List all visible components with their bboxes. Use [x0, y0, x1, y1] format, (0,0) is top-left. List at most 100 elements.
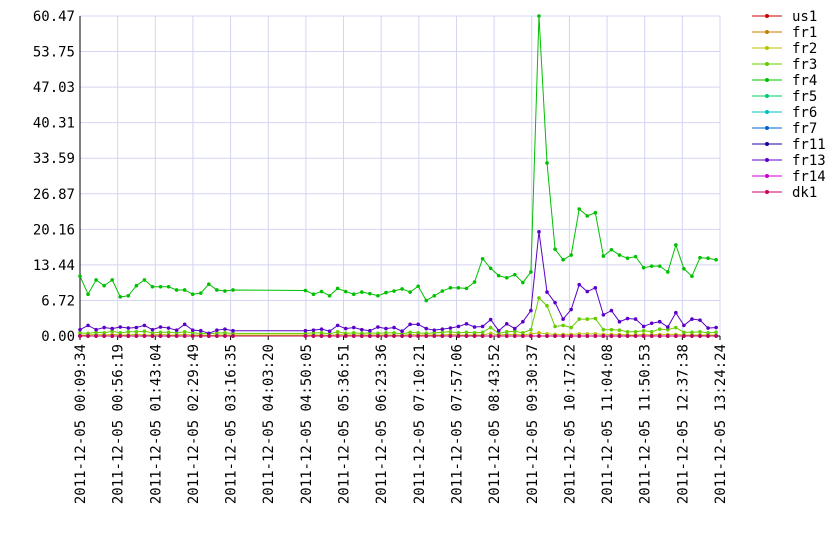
- data-point: [464, 330, 469, 335]
- data-point: [432, 331, 437, 335]
- data-point: [174, 288, 179, 292]
- legend-marker: [765, 142, 769, 146]
- data-point: [182, 288, 187, 292]
- x-tick-label: 2011-12-05 07:57:06: [449, 344, 465, 504]
- data-point: [207, 331, 211, 336]
- data-point: [118, 331, 123, 335]
- data-point: [649, 329, 654, 334]
- data-point: [488, 331, 493, 336]
- data-point: [351, 292, 356, 296]
- data-point: [392, 331, 396, 335]
- data-point: [408, 334, 412, 338]
- data-point: [94, 278, 98, 282]
- legend-label: fr14: [792, 169, 826, 185]
- data-point: [633, 329, 638, 334]
- data-point: [150, 334, 155, 338]
- data-point: [665, 325, 670, 329]
- data-point: [529, 327, 533, 332]
- data-point: [158, 325, 163, 329]
- data-point: [303, 288, 308, 293]
- data-point: [585, 214, 590, 218]
- data-point: [440, 330, 445, 335]
- data-point: [319, 289, 324, 294]
- data-point: [207, 282, 211, 286]
- legend-label: fr13: [792, 153, 826, 169]
- data-point: [78, 327, 82, 332]
- data-point: [134, 283, 139, 288]
- data-point: [496, 331, 501, 336]
- x-tick-label: 2011-12-05 07:10:21: [412, 344, 428, 504]
- data-point: [706, 326, 710, 330]
- data-point: [521, 331, 525, 335]
- data-point: [102, 334, 106, 338]
- data-point: [182, 322, 187, 327]
- data-point: [674, 310, 678, 315]
- x-tick-label: 2011-12-05 04:50:05: [299, 344, 315, 504]
- legend-label: us1: [792, 9, 817, 25]
- data-point: [384, 331, 388, 335]
- data-point: [118, 325, 123, 329]
- data-point: [649, 321, 654, 326]
- data-point: [657, 264, 662, 268]
- data-point: [529, 308, 533, 313]
- data-point: [231, 331, 235, 336]
- data-point: [166, 334, 171, 338]
- data-point: [698, 318, 702, 322]
- data-point: [384, 326, 388, 331]
- data-point: [472, 325, 477, 329]
- data-point: [190, 334, 195, 338]
- data-point: [416, 284, 420, 289]
- data-point: [545, 290, 549, 294]
- data-point: [609, 327, 614, 332]
- data-point: [174, 331, 179, 335]
- data-point: [577, 207, 582, 211]
- x-tick-label: 2011-12-05 12:37:38: [675, 344, 691, 504]
- data-point: [207, 334, 211, 338]
- series-line: [79, 296, 717, 335]
- data-point: [376, 293, 380, 298]
- data-point: [464, 322, 469, 326]
- data-point: [553, 300, 557, 305]
- data-point: [335, 286, 340, 291]
- data-point: [537, 296, 541, 300]
- data-point: [392, 334, 396, 338]
- data-point: [577, 317, 582, 321]
- series-line: [79, 231, 717, 334]
- data-point: [496, 273, 501, 278]
- data-point: [360, 334, 364, 338]
- data-point: [617, 334, 622, 338]
- data-point: [448, 326, 453, 330]
- data-point: [190, 328, 195, 332]
- data-point: [682, 266, 686, 271]
- data-point: [400, 334, 404, 338]
- legend-marker: [765, 14, 769, 18]
- data-point: [593, 286, 598, 290]
- data-point: [360, 327, 364, 332]
- data-point: [78, 334, 82, 338]
- data-point: [641, 334, 646, 338]
- data-point: [698, 255, 702, 260]
- data-point: [545, 304, 549, 308]
- data-point: [625, 316, 630, 321]
- data-point: [529, 270, 533, 274]
- data-point: [416, 334, 420, 338]
- data-point: [569, 307, 573, 312]
- data-point: [343, 326, 348, 331]
- legend-label: fr1: [792, 25, 817, 41]
- data-point: [400, 329, 404, 334]
- data-point: [142, 329, 147, 334]
- data-point: [198, 334, 203, 338]
- data-point: [303, 334, 308, 338]
- data-point: [384, 334, 388, 338]
- data-point: [150, 327, 155, 332]
- x-tick-label: 2011-12-05 01:43:04: [148, 344, 164, 504]
- data-point: [633, 317, 638, 321]
- legend-marker: [765, 94, 769, 98]
- data-point: [311, 331, 316, 335]
- data-point: [553, 247, 557, 252]
- data-point: [690, 330, 694, 335]
- data-point: [158, 284, 163, 289]
- data-point: [472, 331, 477, 335]
- data-point: [142, 278, 147, 282]
